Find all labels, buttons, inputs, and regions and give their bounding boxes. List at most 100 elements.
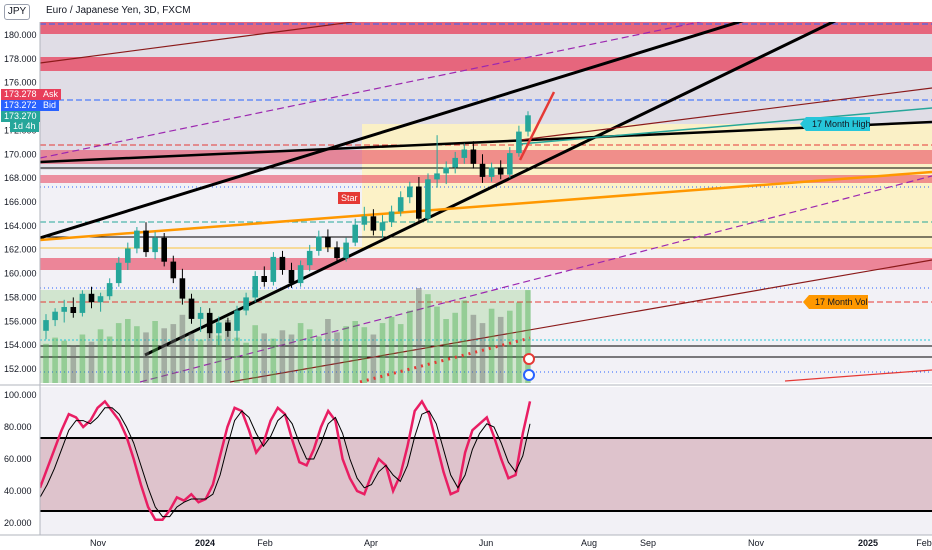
- x-tick-label: Sep: [640, 538, 656, 548]
- candle-body: [470, 149, 477, 164]
- trend-purple-dash-2: [139, 175, 932, 383]
- chart-title: Euro / Japanese Yen, 3D, FXCM: [46, 5, 191, 16]
- volume-bar: [106, 336, 113, 383]
- volume-bar: [279, 330, 286, 383]
- red-arrow-line: [518, 91, 556, 161]
- trend-red-thin: [784, 369, 932, 382]
- candle-body: [461, 149, 468, 158]
- signal-dot-blue: [523, 369, 535, 381]
- ask-tag-name: Ask: [40, 89, 62, 100]
- volume-bar: [470, 314, 477, 383]
- candle-body: [343, 242, 349, 259]
- candle-body: [452, 157, 458, 168]
- volume-bar: [516, 302, 522, 383]
- x-tick-label: Apr: [364, 538, 378, 548]
- volume-bar: [434, 306, 440, 383]
- candle-body: [434, 173, 440, 180]
- candle-body: [161, 237, 167, 262]
- osc-y-tick-label: 80.000: [4, 422, 32, 432]
- candle: [434, 135, 440, 188]
- candle: [479, 154, 486, 183]
- candle: [297, 260, 304, 287]
- volume-bar: [343, 326, 349, 383]
- candle: [306, 244, 313, 272]
- candle: [525, 111, 531, 137]
- candle: [43, 314, 49, 340]
- candle-body: [197, 312, 204, 319]
- candle: [316, 230, 322, 256]
- volume-bar: [152, 321, 158, 383]
- volume-bar: [97, 329, 104, 383]
- candle: [416, 177, 422, 224]
- volume-bar: [352, 321, 358, 383]
- candle-body: [334, 247, 340, 258]
- candle-body: [143, 230, 149, 253]
- x-tick-label: Nov: [90, 538, 107, 548]
- candle-body: [261, 276, 267, 282]
- candle: [125, 242, 131, 270]
- candle: [243, 292, 249, 316]
- candle-body: [216, 322, 222, 334]
- y-tick-label: 164.000: [4, 221, 37, 231]
- candle: [216, 316, 222, 346]
- candle-body: [270, 256, 277, 282]
- trend-black-thick-3: [144, 22, 837, 357]
- last-price-tag: 173.270: [1, 111, 40, 122]
- candle-body: [397, 197, 404, 212]
- candle-body: [106, 283, 113, 297]
- osc-y-tick-label: 60.000: [4, 454, 32, 464]
- volume-bar: [316, 336, 322, 383]
- volume-bar: [361, 327, 368, 383]
- candle-body: [443, 167, 449, 174]
- candle: [370, 209, 377, 236]
- candle-body: [497, 167, 504, 175]
- volume-bars: [43, 288, 531, 383]
- candle-body: [225, 322, 231, 331]
- osc-oversold-zone: [40, 438, 932, 511]
- trend-darkred-low: [229, 259, 932, 383]
- candle: [161, 233, 167, 267]
- candle-body: [407, 186, 413, 198]
- candle: [425, 173, 431, 223]
- volume-bar: [225, 320, 231, 383]
- volume-bar: [143, 332, 149, 383]
- candle-body: [52, 311, 58, 321]
- volume-bar: [252, 325, 258, 383]
- trend-orange: [40, 170, 932, 242]
- candle-body: [61, 307, 67, 312]
- volume-bar: [61, 340, 67, 383]
- trend-darkred-top: [40, 22, 357, 64]
- candle-body: [370, 216, 377, 231]
- volume-bar: [179, 314, 186, 383]
- candle: [70, 297, 77, 318]
- y-tick-label: 168.000: [4, 173, 37, 183]
- candle: [516, 125, 522, 157]
- y-tick-label: 158.000: [4, 292, 37, 302]
- candle-body: [152, 237, 158, 253]
- candle: [152, 231, 158, 260]
- label-17-month-vol: 17 Month Vol: [815, 297, 868, 307]
- candle-body: [316, 236, 322, 251]
- x-tick-label: Nov: [748, 538, 765, 548]
- candle-body: [206, 312, 213, 334]
- oscillator-pane: [40, 387, 932, 535]
- candle-body: [379, 222, 386, 231]
- candle: [252, 271, 258, 303]
- y-tick-label: 152.000: [4, 364, 37, 374]
- volume-bar: [134, 326, 140, 383]
- volume-bar: [52, 337, 58, 383]
- y-tick-label: 162.000: [4, 245, 37, 255]
- x-tick-label: Jun: [479, 538, 494, 548]
- candle: [325, 229, 331, 253]
- volume-bar: [452, 312, 458, 383]
- y-tick-label: 178.000: [4, 54, 37, 64]
- candlesticks: [43, 111, 531, 346]
- volume-bar: [306, 329, 313, 383]
- volume-bar: [507, 310, 513, 383]
- trend-teal-long: [519, 107, 932, 145]
- candle: [497, 160, 504, 180]
- horizontal-levels: [40, 23, 932, 373]
- y-tick-label: 154.000: [4, 340, 37, 350]
- symbol-button[interactable]: JPY: [4, 4, 30, 20]
